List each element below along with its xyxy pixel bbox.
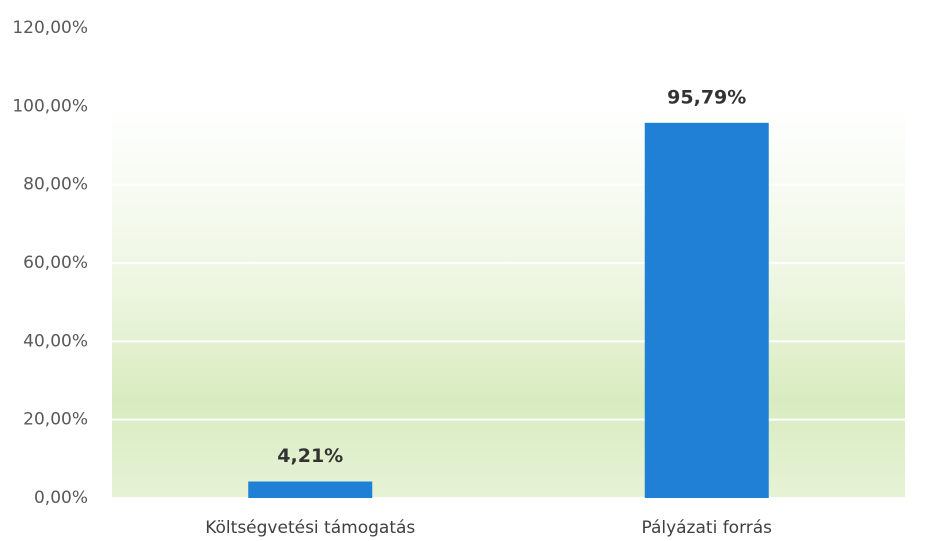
y-tick-label: 120,00% [12,18,88,38]
bar [248,481,373,498]
plot-background [112,106,905,498]
y-tick-label: 100,00% [12,96,88,116]
y-tick-label: 80,00% [23,175,88,195]
x-tick-label: Pályázati forrás [641,518,772,538]
y-tick-label: 40,00% [23,331,88,351]
y-tick-label: 60,00% [23,253,88,273]
value-label: 4,21% [277,445,343,467]
bar [644,122,769,498]
y-tick-label: 0,00% [34,488,88,508]
y-tick-label: 20,00% [23,410,88,430]
x-tick-label: Költségvetési támogatás [205,518,415,538]
value-label: 95,79% [667,86,746,108]
